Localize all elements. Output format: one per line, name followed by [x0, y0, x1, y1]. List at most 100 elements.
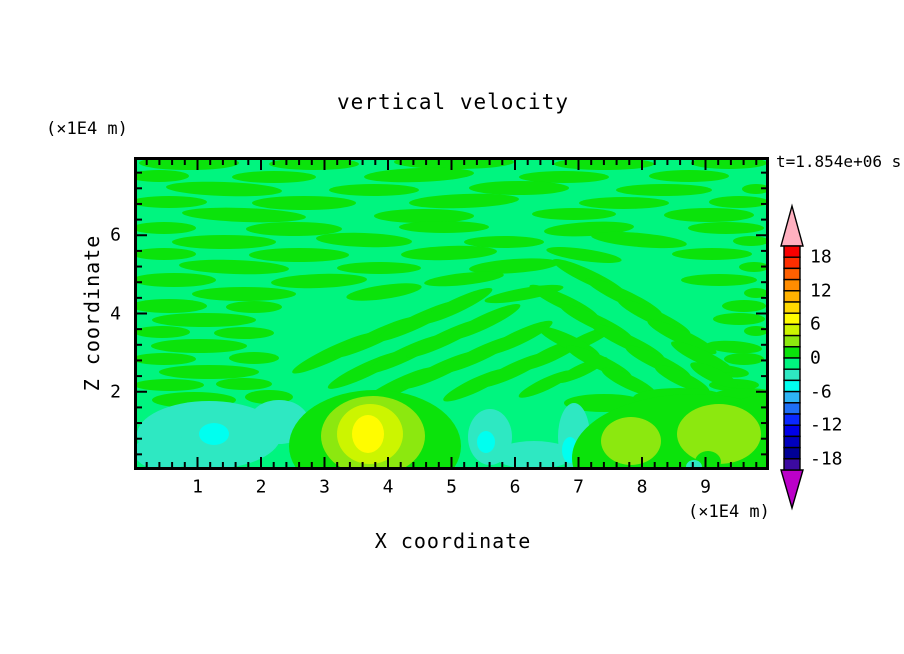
colorbar-segment [783, 245, 801, 258]
contour-streak [532, 208, 616, 220]
chart-title: vertical velocity [337, 90, 569, 114]
contour-streak [134, 273, 216, 287]
x-tick-label: 2 [255, 476, 267, 498]
colorbar-label: -12 [810, 414, 843, 436]
colorbar-segment [783, 256, 801, 270]
contour-streak [249, 248, 349, 262]
contour-feature [134, 434, 194, 470]
contour-streak [134, 222, 196, 234]
contour-streak [664, 208, 754, 222]
colorbar-segment [783, 368, 801, 382]
colorbar-label: -6 [810, 381, 832, 403]
contour-feature [352, 415, 384, 453]
colorbar-segment [783, 424, 801, 438]
contour-streak [166, 181, 282, 197]
colorbar-segment [783, 357, 801, 370]
x-tick-label: 5 [446, 476, 457, 498]
contour-streak [134, 248, 196, 260]
colorbar-segment [783, 346, 801, 359]
x-tick-label: 8 [636, 476, 648, 498]
colorbar-label: -18 [810, 448, 843, 470]
contour-streak [601, 367, 657, 397]
x-axis-title: X coordinate [374, 529, 532, 553]
x-tick-label: 7 [573, 476, 584, 498]
contour-streak [546, 247, 622, 263]
contour-streak [722, 300, 766, 312]
contour-streak [713, 313, 765, 325]
contour-streak [744, 288, 768, 298]
x-axis-unit-label: (×1E4 m) [688, 502, 770, 522]
contour-streak [232, 171, 316, 183]
contour-streak [739, 262, 769, 272]
contour-streak [151, 339, 247, 353]
y-tick-label: 6 [110, 224, 121, 246]
contour-streak [229, 352, 279, 364]
contour-streak [346, 283, 422, 301]
contour-streak [134, 196, 207, 208]
colorbar-segment [783, 312, 801, 326]
contour-streak [252, 196, 356, 210]
colorbar-over-arrow [780, 203, 804, 247]
contour-streak [742, 184, 769, 194]
contour-streak [671, 341, 733, 373]
contour-streak [464, 236, 544, 248]
colorbar-label: 6 [810, 313, 821, 335]
contour-streak [690, 362, 738, 388]
contour-streak [134, 379, 204, 391]
plot-frame [134, 157, 769, 470]
colorbar-segment [783, 390, 801, 404]
x-tick-label: 1 [192, 476, 203, 498]
y-axis-title: Z coordinate [80, 234, 104, 392]
contour-streak [654, 364, 710, 394]
colorbar-segment [783, 301, 801, 314]
contour-streak [519, 171, 609, 183]
contour-streak [424, 271, 504, 287]
contour-streak [159, 365, 259, 379]
colorbar-segment [783, 278, 801, 292]
x-tick-label: 6 [509, 476, 521, 498]
contour-streak [214, 327, 274, 339]
x-tick-label: 4 [382, 476, 394, 498]
contour-streak [469, 258, 559, 274]
y-tick-label: 4 [110, 303, 121, 324]
contour-streak [134, 299, 207, 313]
contour-streak [419, 287, 493, 325]
colorbar-segment [783, 267, 801, 281]
colorbar-segment [783, 290, 801, 303]
contour-streak [226, 301, 282, 313]
contour-streak [316, 232, 412, 248]
contour-streak [483, 320, 553, 356]
contour-streak [172, 235, 276, 249]
contour-streak [688, 222, 764, 234]
contour-feature [601, 417, 661, 465]
contour-streak [329, 184, 419, 196]
contour-streak [399, 221, 489, 233]
contour-streak [401, 245, 497, 261]
colorbar-segment [783, 379, 801, 393]
contour-streak [134, 353, 196, 365]
x-tick-label: 9 [700, 476, 711, 498]
contour-streak [724, 353, 764, 365]
contour-streak [447, 303, 521, 341]
contour-streak [409, 193, 519, 209]
x-tick-label: 3 [319, 476, 330, 498]
y-axis-unit-label: (×1E4 m) [46, 119, 128, 139]
contour-streak [744, 326, 768, 336]
contour-streak [709, 196, 769, 208]
contour-streak [681, 274, 757, 286]
colorbar-label: 12 [810, 280, 832, 302]
colorbar-segment [783, 446, 801, 460]
contour-streak [271, 273, 367, 289]
colorbar [780, 203, 804, 511]
contour-streak [152, 313, 256, 327]
contour-streak [616, 184, 712, 196]
contour-streak [374, 209, 474, 223]
y-tick-label: 2 [110, 381, 121, 403]
colorbar-segment [783, 402, 801, 415]
colorbar-segment [783, 323, 801, 337]
contour-streak [647, 319, 717, 355]
colorbar-segment [783, 458, 801, 471]
contour-streak [733, 236, 769, 246]
contour-plot [134, 157, 769, 470]
